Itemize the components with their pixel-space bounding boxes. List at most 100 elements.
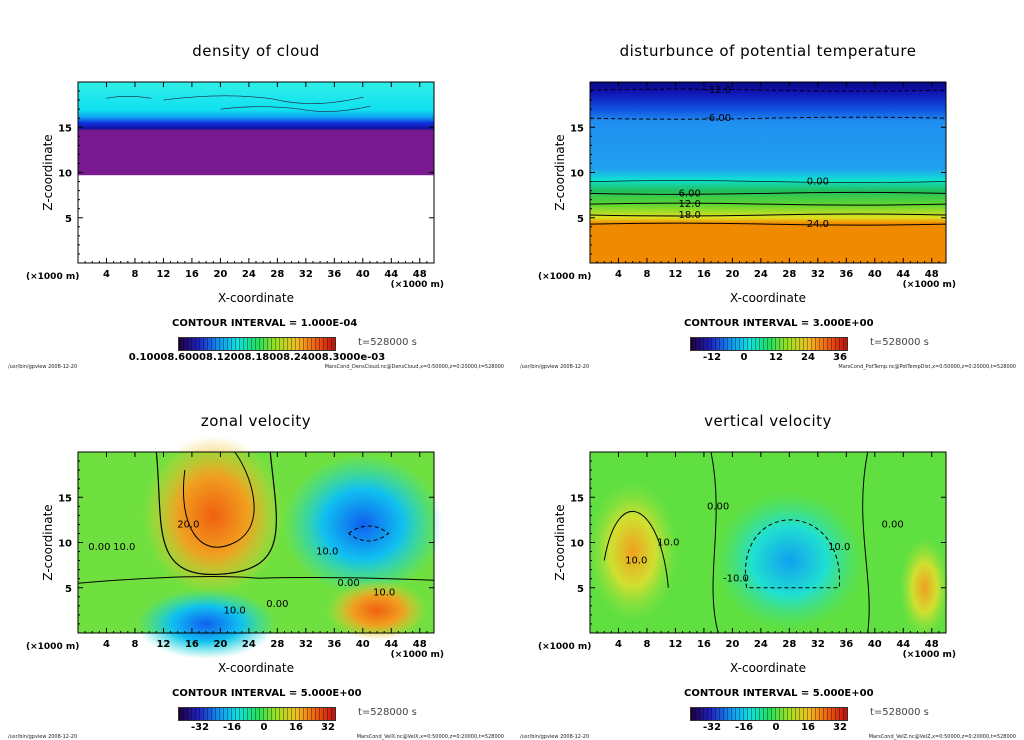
colorbar-tick-label: -16 <box>222 722 242 733</box>
contour-label: 0.00 <box>337 578 359 589</box>
panel-zonal-velocity: zonal velocity CONTOUR INTERVAL = 5.000E… <box>0 370 512 740</box>
footer-left: /usr/bin/gpview 2008-12-20 <box>8 364 78 370</box>
time-label: t=528000 s <box>870 707 929 718</box>
x-tick-label: 36 <box>327 269 341 280</box>
colorbar-tick-label: 32 <box>321 722 335 733</box>
x-unit-label: (×1000 m) <box>391 650 444 660</box>
x-tick-label: 8 <box>131 639 138 650</box>
chart-title: vertical velocity <box>704 412 832 430</box>
x-tick-label: 8 <box>643 639 650 650</box>
colorbar-tick-label: 0 <box>740 352 748 363</box>
x-tick-label: 20 <box>725 269 739 280</box>
y-unit-label: (×1000 m) <box>538 272 591 282</box>
time-label: t=528000 s <box>358 337 417 348</box>
contour-label: 10.0 <box>657 538 679 549</box>
colorbar-tick-label: 0 <box>260 722 268 733</box>
x-tick-label: 20 <box>213 639 227 650</box>
x-tick-label: 4 <box>103 269 110 280</box>
footer-left: /usr/bin/gpview 2008-12-20 <box>8 734 78 740</box>
y-unit-label: (×1000 m) <box>538 642 591 652</box>
contour-label: 10.0 <box>625 556 647 567</box>
x-tick-label: 40 <box>356 269 370 280</box>
x-tick-label: 28 <box>782 269 796 280</box>
y-tick-label: 10 <box>58 539 72 550</box>
colorbar <box>690 337 848 351</box>
x-tick-label: 24 <box>754 269 768 280</box>
y-tick-label: 10 <box>570 169 584 180</box>
contour-label: 10.0 <box>316 547 338 558</box>
colorbar-tick-label: 16 <box>289 722 303 733</box>
x-tick-label: 4 <box>615 269 622 280</box>
x-tick-label: 32 <box>811 639 825 650</box>
x-tick-label: 44 <box>384 269 398 280</box>
panel-vertical-velocity: vertical velocity CONTOUR INTERVAL = 5.0… <box>512 370 1024 740</box>
contour-label: 10.0 <box>373 587 395 598</box>
footer-left: /usr/bin/gpview 2008-12-20 <box>520 734 590 740</box>
contour-label: 10.0 <box>224 605 246 616</box>
y-tick-label: 5 <box>577 584 584 595</box>
y-tick-label: 15 <box>58 123 72 134</box>
y-tick-label: 5 <box>65 214 72 225</box>
y-tick-label: 5 <box>577 214 584 225</box>
colorbar-tick-label: 24 <box>801 352 815 363</box>
footer-left: /usr/bin/gpview 2008-12-20 <box>520 364 590 370</box>
chart-title: density of cloud <box>192 42 320 60</box>
contour-interval: CONTOUR INTERVAL = 5.000E+00 <box>172 688 362 699</box>
contour-label: 12.0 <box>679 199 701 210</box>
x-tick-label: 32 <box>299 269 313 280</box>
x-axis-label: X-coordinate <box>218 291 294 305</box>
contour-interval: CONTOUR INTERVAL = 1.000E-04 <box>172 318 358 329</box>
x-tick-label: 16 <box>185 269 199 280</box>
contour-label: 6.00 <box>679 188 701 199</box>
colorbar-tick-label: -16 <box>734 722 754 733</box>
y-unit-label: (×1000 m) <box>26 642 79 652</box>
x-tick-label: 40 <box>868 269 882 280</box>
chart-title: disturbunce of potential temperature <box>619 42 917 60</box>
contour-field <box>77 435 443 659</box>
contour-label: -6.00 <box>705 113 731 124</box>
contour-label: -10.0 <box>723 574 749 585</box>
time-label: t=528000 s <box>358 707 417 718</box>
x-unit-label: (×1000 m) <box>391 280 444 290</box>
contour-label: 20.0 <box>177 519 199 530</box>
x-tick-label: 32 <box>299 639 313 650</box>
footer-right: MarsCond_DensCloud.nc@DensCloud,x=0:5000… <box>324 364 504 370</box>
x-tick-label: 4 <box>103 639 110 650</box>
x-unit-label: (×1000 m) <box>903 650 956 660</box>
x-tick-label: 12 <box>156 269 170 280</box>
y-tick-label: 15 <box>570 493 584 504</box>
y-tick-label: 10 <box>570 539 584 550</box>
y-axis-label: Z-coordinate <box>553 504 567 580</box>
colorbar <box>178 337 336 351</box>
x-tick-label: 40 <box>356 639 370 650</box>
contour-label: 0.00 <box>881 519 903 530</box>
contour-label: 0.00 <box>266 599 288 610</box>
x-tick-label: 16 <box>697 269 711 280</box>
contour-label: -12.0 <box>705 85 731 96</box>
contour-interval: CONTOUR INTERVAL = 5.000E+00 <box>684 688 874 699</box>
x-axis-label: X-coordinate <box>730 661 806 675</box>
x-axis-label: X-coordinate <box>730 291 806 305</box>
x-tick-label: 20 <box>213 269 227 280</box>
contour-label: 10.0 <box>828 542 850 553</box>
colorbar-tick-label: 0.10008.60008.12008.18008.24008.3000e-03 <box>128 352 386 363</box>
x-tick-label: 44 <box>896 639 910 650</box>
colorbar-tick-label: -32 <box>702 722 722 733</box>
footer-right: MarsCond_PotTemp.nc@PotTempDist,x=0:5000… <box>838 364 1016 370</box>
x-tick-label: 16 <box>185 639 199 650</box>
x-tick-label: 48 <box>925 639 939 650</box>
y-unit-label: (×1000 m) <box>26 272 79 282</box>
x-tick-label: 24 <box>242 639 256 650</box>
x-tick-label: 48 <box>413 639 427 650</box>
x-axis-label: X-coordinate <box>218 661 294 675</box>
time-label: t=528000 s <box>870 337 929 348</box>
contour-label: 24.0 <box>807 219 829 230</box>
x-tick-label: 28 <box>270 639 284 650</box>
x-tick-label: 12 <box>668 269 682 280</box>
colorbar-tick-label: 36 <box>833 352 847 363</box>
x-tick-label: 4 <box>615 639 622 650</box>
colorbar-tick-label: 12 <box>769 352 783 363</box>
contour-plot: 10.010.00.00-10.010.00.004 8 12 16 20 24 28 32 3… <box>538 451 956 675</box>
